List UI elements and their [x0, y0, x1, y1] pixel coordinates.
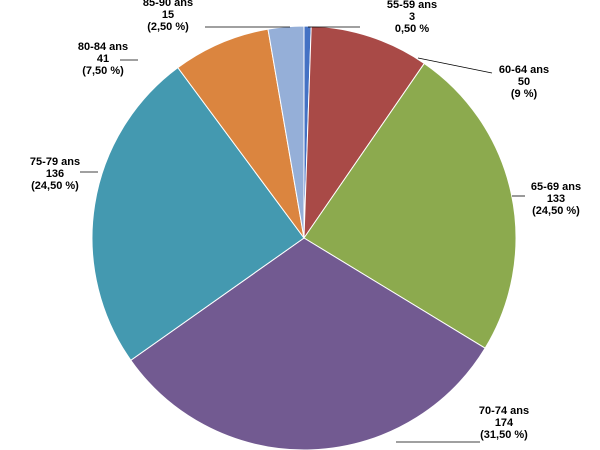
pie-slice-80-84-ans — [177, 28, 305, 239]
pie-slices — [91, 25, 517, 450]
data-label-75-79-ans: 75-79 ans 136 (24,50 %) — [30, 156, 80, 192]
data-label-85-90-ans: 85-90 ans 15 (2,50 %) — [143, 0, 193, 33]
leader-line-60-64-ans — [417, 57, 493, 74]
data-label-65-69-ans: 65-69 ans 133 (24,50 %) — [531, 181, 581, 217]
data-label-55-59-ans: 55-59 ans 3 0,50 % — [387, 0, 437, 35]
pie-slice-60-64-ans — [303, 25, 425, 240]
pie-slice-75-79-ans — [91, 66, 305, 361]
data-labels: 55-59 ans 3 0,50 % 60-64 ans 50 (9 %) 65-69 an… — [30, 0, 581, 441]
data-label-70-74-ans: 70-74 ans 174 (31,50 %) — [479, 405, 529, 441]
data-label-60-64-ans: 60-64 ans 50 (9 %) — [499, 64, 549, 100]
pie-slice-65-69-ans — [303, 62, 517, 349]
data-label-80-84-ans: 80-84 ans 41 (7,50 %) — [78, 41, 128, 77]
leader-lines — [80, 26, 525, 443]
